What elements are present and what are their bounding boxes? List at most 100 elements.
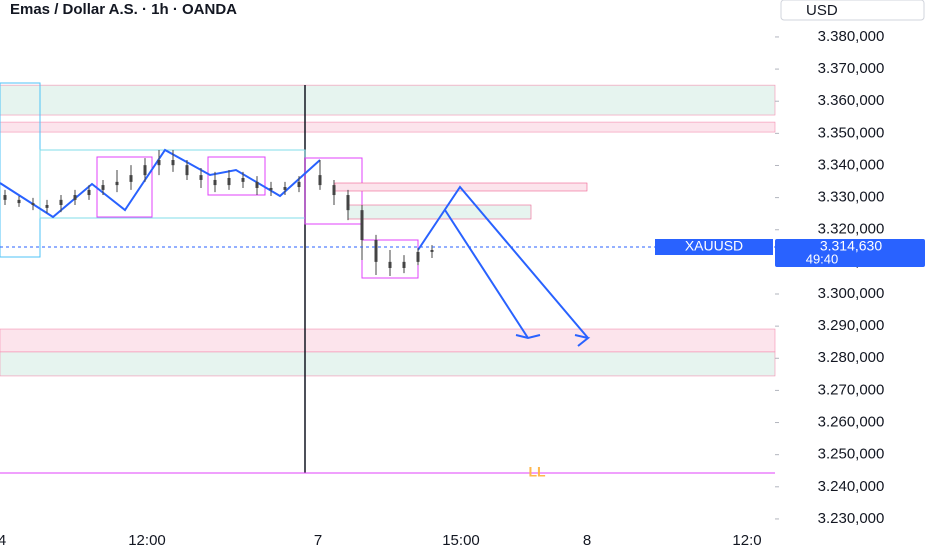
candle-body (45, 205, 49, 208)
candle-body (346, 195, 350, 211)
candle (283, 181, 287, 196)
y-tick-label: 3.300,000 (818, 285, 885, 302)
candle-body (3, 195, 7, 200)
candle (87, 185, 91, 200)
candle-body (318, 175, 322, 186)
candle (31, 197, 35, 211)
price-label: 3.314,630 (820, 238, 882, 254)
candle (157, 150, 161, 176)
candle (318, 160, 322, 190)
ll-label: LL (528, 464, 546, 480)
candle (185, 160, 189, 180)
candle-body (17, 199, 21, 204)
candle (3, 189, 7, 206)
projection-path (444, 209, 529, 339)
y-tick-label: 3.370,000 (818, 60, 885, 77)
x-tick-label: 15:00 (442, 532, 480, 549)
candle-body (143, 165, 147, 176)
candle-body (402, 261, 406, 268)
y-tick-label: 3.360,000 (818, 92, 885, 109)
candle (171, 150, 175, 172)
candle (346, 189, 350, 221)
plot-area (0, 82, 776, 474)
candle-body (374, 240, 378, 262)
candle-body (101, 185, 105, 190)
candle (227, 169, 231, 190)
candle (388, 249, 392, 277)
arrow-head (574, 334, 591, 347)
arrow-head (515, 334, 541, 340)
candle (199, 168, 203, 188)
candle-body (199, 175, 203, 180)
candle-body (185, 165, 189, 176)
candle (17, 196, 21, 207)
y-tick-label: 3.380,000 (818, 28, 885, 45)
candle-body (430, 249, 434, 252)
candle (115, 169, 119, 193)
candle-body (87, 189, 91, 196)
candle (213, 171, 217, 193)
y-tick-label: 3.240,000 (818, 478, 885, 495)
zone (0, 84, 776, 116)
candle (416, 248, 420, 266)
candle-body (241, 178, 245, 182)
candle-body (297, 181, 301, 188)
candle-body (129, 175, 133, 182)
zone (0, 351, 776, 377)
candle (59, 195, 63, 213)
candle-body (59, 199, 63, 206)
candle-body (171, 160, 175, 166)
y-tick-label: 3.250,000 (818, 446, 885, 463)
y-tick-label: 3.230,000 (818, 510, 885, 527)
x-tick-label: 12:00 (128, 532, 166, 549)
candle (269, 181, 273, 197)
structure-path (0, 148, 321, 219)
candle (402, 255, 406, 274)
projection-path (417, 185, 589, 339)
x-tick-label: 12:0 (732, 532, 761, 549)
countdown-label: 49:40 (806, 251, 839, 266)
candle-body (269, 187, 273, 190)
order-block (207, 156, 266, 196)
candle (45, 199, 49, 214)
candle-body (31, 203, 35, 206)
candle-body (227, 178, 231, 186)
candle (143, 158, 147, 182)
y-tick-label: 3.270,000 (818, 381, 885, 398)
zone (0, 328, 776, 353)
x-tick-label: 7 (314, 532, 322, 549)
y-tick-label: 3.330,000 (818, 189, 885, 206)
candle-body (360, 210, 364, 241)
y-tick-label: 3.260,000 (818, 414, 885, 431)
candle (374, 234, 378, 276)
candle (73, 189, 77, 206)
candle (129, 165, 133, 190)
candle (332, 179, 336, 206)
candle (101, 179, 105, 196)
x-tick-label: 4 (0, 532, 6, 549)
candle-body (283, 187, 287, 190)
zone (0, 121, 776, 133)
candle-body (213, 179, 217, 186)
y-tick-label: 3.280,000 (818, 349, 885, 366)
y-tick-label: 3.350,000 (818, 124, 885, 141)
candle (241, 171, 245, 188)
x-tick-label: 8 (583, 532, 591, 549)
candle-body (332, 185, 336, 196)
candle-body (115, 181, 119, 186)
candle-body (255, 181, 259, 188)
candle (297, 176, 301, 193)
price-tag (775, 238, 925, 267)
symbol-label: XAUUSD (685, 238, 743, 254)
candle (360, 205, 364, 260)
y-tick-label: 3.290,000 (818, 317, 885, 334)
chart-title: Emas / Dollar A.S. · 1h · OANDA (10, 1, 237, 18)
candle (255, 176, 259, 196)
y-tick-label: 3.320,000 (818, 221, 885, 238)
currency-box (780, 0, 925, 21)
symbol-tag (655, 238, 773, 255)
candle-body (73, 195, 77, 200)
candle-body (416, 251, 420, 262)
currency-label: USD (806, 2, 838, 19)
